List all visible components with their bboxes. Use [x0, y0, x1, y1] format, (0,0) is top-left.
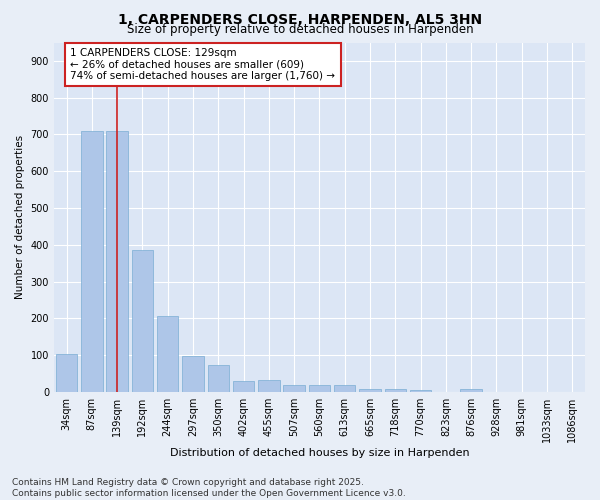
Bar: [359, 389, 381, 392]
Bar: [258, 380, 280, 392]
Bar: [81, 131, 103, 392]
Y-axis label: Number of detached properties: Number of detached properties: [15, 135, 25, 299]
Bar: [233, 381, 254, 392]
Bar: [208, 366, 229, 392]
Text: 1 CARPENDERS CLOSE: 129sqm
← 26% of detached houses are smaller (609)
74% of sem: 1 CARPENDERS CLOSE: 129sqm ← 26% of deta…: [70, 48, 335, 81]
Text: 1, CARPENDERS CLOSE, HARPENDEN, AL5 3HN: 1, CARPENDERS CLOSE, HARPENDEN, AL5 3HN: [118, 12, 482, 26]
Bar: [309, 385, 330, 392]
Bar: [410, 390, 431, 392]
X-axis label: Distribution of detached houses by size in Harpenden: Distribution of detached houses by size …: [170, 448, 469, 458]
Bar: [334, 385, 355, 392]
Bar: [157, 316, 178, 392]
Bar: [460, 389, 482, 392]
Bar: [56, 354, 77, 392]
Bar: [182, 356, 204, 392]
Text: Contains HM Land Registry data © Crown copyright and database right 2025.
Contai: Contains HM Land Registry data © Crown c…: [12, 478, 406, 498]
Bar: [385, 390, 406, 392]
Bar: [131, 250, 153, 392]
Text: Size of property relative to detached houses in Harpenden: Size of property relative to detached ho…: [127, 22, 473, 36]
Bar: [106, 131, 128, 392]
Bar: [283, 385, 305, 392]
